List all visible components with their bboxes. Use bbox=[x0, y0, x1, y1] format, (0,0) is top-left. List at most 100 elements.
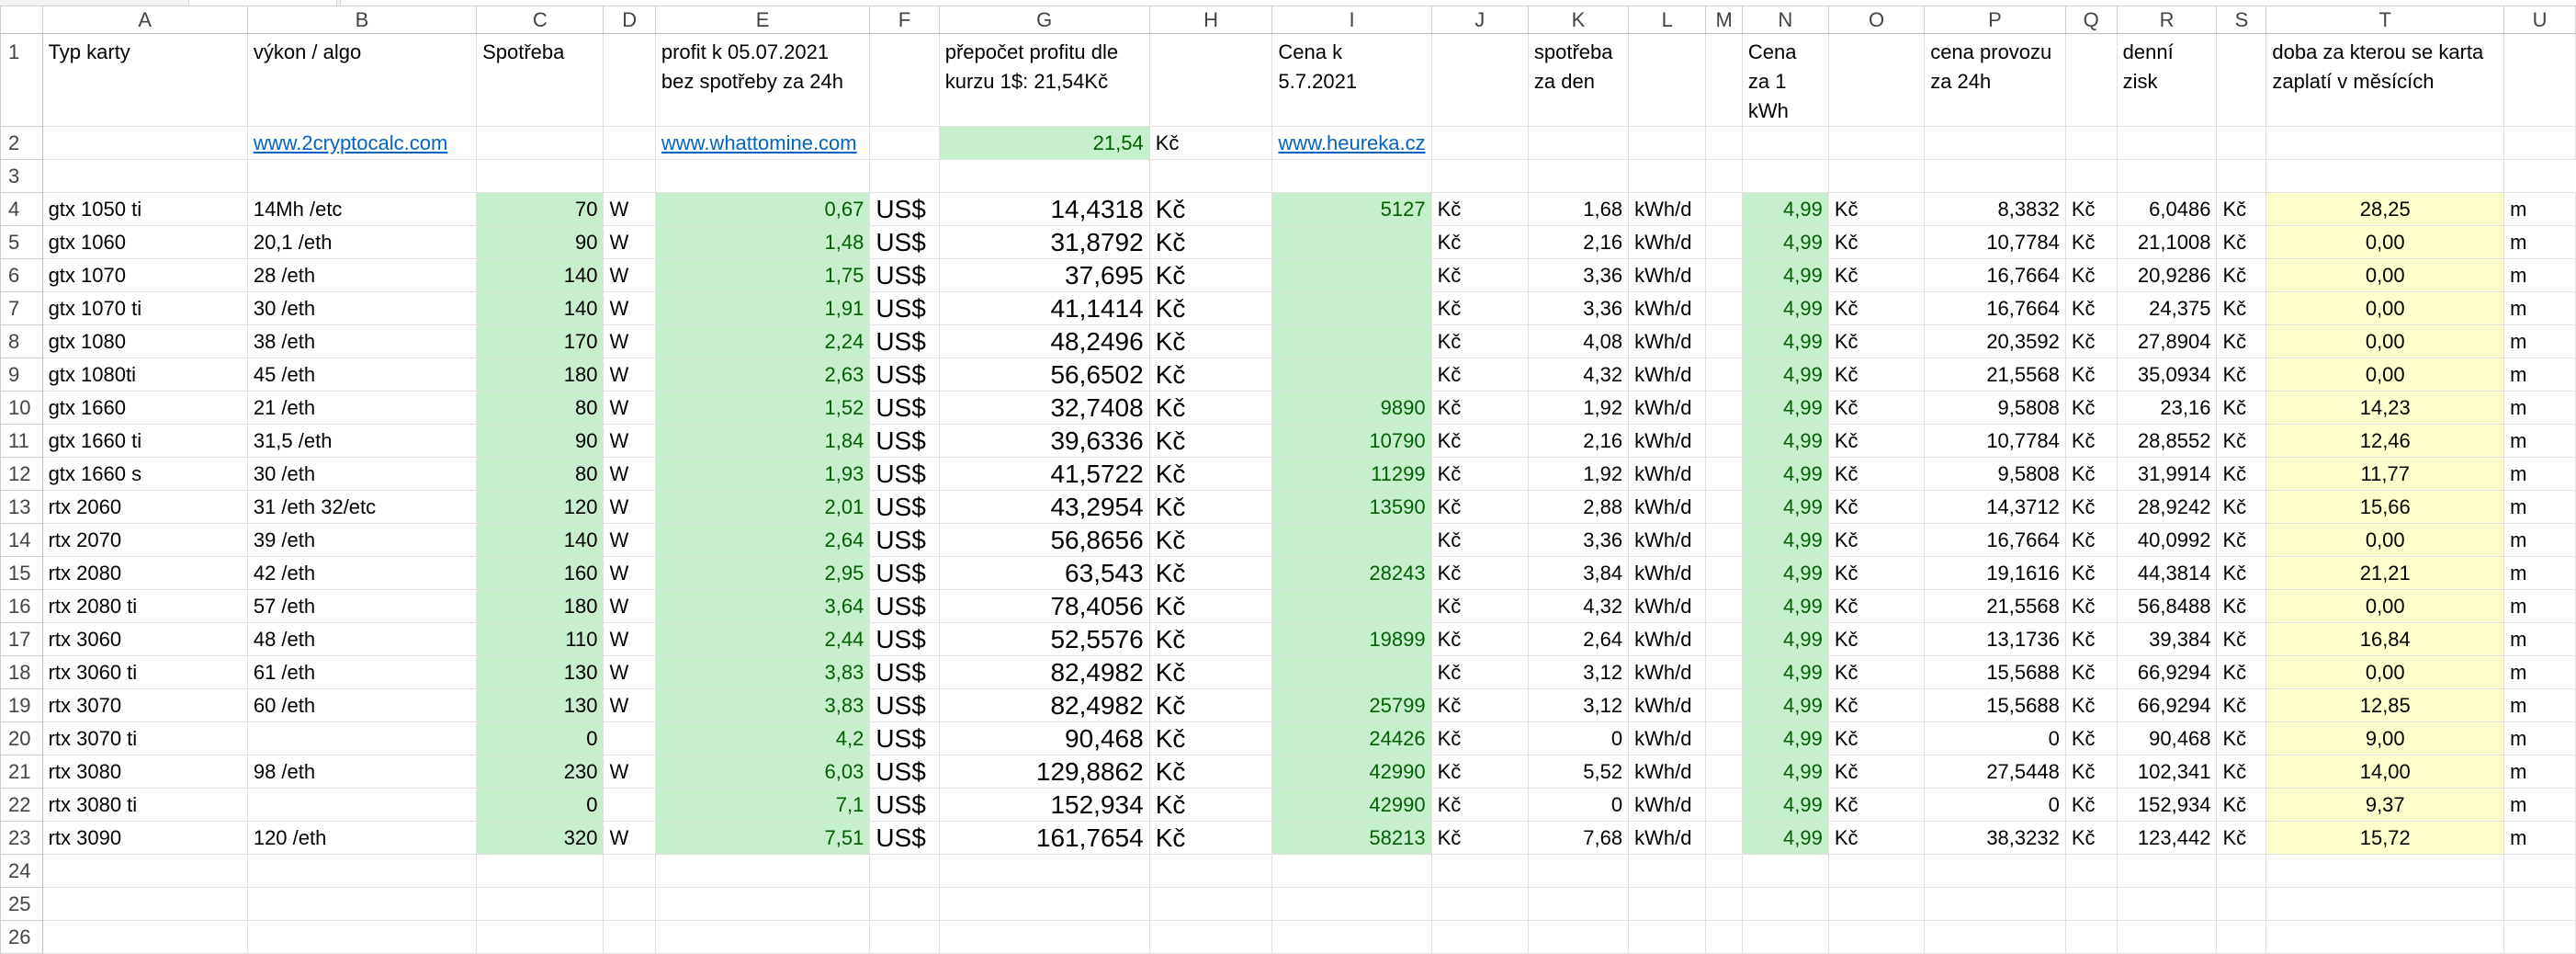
cell-daily-kwh[interactable]: 2,16 bbox=[1527, 424, 1630, 458]
cell-czk-unit[interactable]: Kč bbox=[2064, 788, 2118, 822]
cell-daily-kwh[interactable]: 4,32 bbox=[1527, 589, 1630, 623]
cell[interactable] bbox=[1741, 854, 1829, 888]
cell-czk-unit[interactable]: Kč bbox=[1827, 192, 1926, 226]
cell-kwh-price[interactable]: 4,99 bbox=[1741, 291, 1829, 325]
cell-kwh-unit[interactable]: kWh/d bbox=[1628, 424, 1707, 458]
cell-m[interactable] bbox=[1705, 523, 1743, 557]
cell-performance[interactable]: 30 /eth bbox=[246, 457, 478, 491]
cell-czk-unit[interactable]: Kč bbox=[1430, 589, 1529, 623]
cell[interactable] bbox=[1741, 887, 1829, 921]
cell-czk-unit[interactable]: Kč bbox=[1148, 523, 1273, 557]
cell[interactable] bbox=[2116, 854, 2218, 888]
cell-kwh-unit[interactable]: kWh/d bbox=[1628, 291, 1707, 325]
cell-card-price[interactable]: 9890 bbox=[1271, 391, 1432, 425]
cell-consumption[interactable]: 180 bbox=[476, 589, 604, 623]
cell-card-price[interactable]: 42990 bbox=[1271, 788, 1432, 822]
cell-daily-kwh[interactable]: 4,08 bbox=[1527, 324, 1630, 358]
cell-czk-unit[interactable]: Kč bbox=[2216, 324, 2267, 358]
cell[interactable] bbox=[1628, 854, 1707, 888]
cell-daily-profit[interactable]: 28,8552 bbox=[2116, 424, 2218, 458]
cell-profit-usd[interactable]: 2,95 bbox=[654, 556, 871, 590]
cell-czk-unit[interactable]: Kč bbox=[1148, 755, 1273, 789]
cell-profit-usd[interactable]: 6,03 bbox=[654, 755, 871, 789]
cell[interactable] bbox=[2216, 854, 2267, 888]
cell-daily-kwh[interactable]: 2,88 bbox=[1527, 490, 1630, 524]
cell-card-type[interactable]: rtx 3060 ti bbox=[41, 655, 248, 689]
cell-payback-months[interactable]: 12,46 bbox=[2265, 424, 2505, 458]
cell-u1[interactable] bbox=[2503, 33, 2576, 127]
cell[interactable] bbox=[1705, 854, 1743, 888]
cell-m[interactable] bbox=[1705, 258, 1743, 292]
row-header[interactable]: 25 bbox=[0, 887, 43, 921]
cell-czk-unit[interactable]: Kč bbox=[1148, 622, 1273, 656]
cell-performance[interactable]: 30 /eth bbox=[246, 291, 478, 325]
cell-g1-converted-profit[interactable]: přepočet profitu dle kurzu 1$: 21,54Kč bbox=[938, 33, 1150, 127]
cell[interactable] bbox=[2265, 854, 2505, 888]
cell-watt-unit[interactable]: W bbox=[603, 655, 656, 689]
column-header-k[interactable]: K bbox=[1527, 6, 1630, 34]
cell[interactable] bbox=[1430, 854, 1529, 888]
cell-kwh-price[interactable]: 4,99 bbox=[1741, 589, 1829, 623]
cell-watt-unit[interactable]: W bbox=[603, 755, 656, 789]
cell-profit-czk[interactable]: 48,2496 bbox=[938, 324, 1150, 358]
cell-profit-czk[interactable]: 82,4982 bbox=[938, 688, 1150, 722]
cell-m[interactable] bbox=[1705, 192, 1743, 226]
cell-kwh-unit[interactable]: kWh/d bbox=[1628, 556, 1707, 590]
row-header[interactable]: 6 bbox=[0, 258, 43, 292]
cell-profit-usd[interactable]: 2,63 bbox=[654, 358, 871, 392]
cell[interactable] bbox=[1827, 920, 1926, 954]
cell-t1-payback-months[interactable]: doba za kterou se karta zaplatí v měsící… bbox=[2265, 33, 2505, 127]
cell[interactable] bbox=[1271, 920, 1432, 954]
column-header-j[interactable]: J bbox=[1430, 6, 1529, 34]
cell-months-unit[interactable]: m bbox=[2503, 424, 2576, 458]
cell-czk-unit[interactable]: Kč bbox=[1430, 755, 1529, 789]
cell-daily-profit[interactable]: 44,3814 bbox=[2116, 556, 2218, 590]
cell-daily-kwh[interactable]: 7,68 bbox=[1527, 821, 1630, 855]
cell-operating-cost[interactable]: 16,7664 bbox=[1924, 258, 2066, 292]
cell-performance[interactable]: 57 /eth bbox=[246, 589, 478, 623]
cell-c1-consumption[interactable]: Spotřeba bbox=[476, 33, 604, 127]
cell-kwh-unit[interactable]: kWh/d bbox=[1628, 688, 1707, 722]
cell-card-price[interactable]: 25799 bbox=[1271, 688, 1432, 722]
cell-daily-profit[interactable]: 40,0992 bbox=[2116, 523, 2218, 557]
cell-n1-kwh-price[interactable]: Cena za 1 kWh bbox=[1741, 33, 1829, 127]
cell-kwh-unit[interactable]: kWh/d bbox=[1628, 589, 1707, 623]
cell[interactable] bbox=[1827, 887, 1926, 921]
cell-consumption[interactable]: 80 bbox=[476, 457, 604, 491]
cell-payback-months[interactable]: 0,00 bbox=[2265, 589, 2505, 623]
cell-czk-unit[interactable]: Kč bbox=[1148, 688, 1273, 722]
cell-d2[interactable] bbox=[603, 126, 656, 160]
cell-daily-profit[interactable]: 66,9294 bbox=[2116, 655, 2218, 689]
cell-czk-unit[interactable]: Kč bbox=[1430, 424, 1529, 458]
cell[interactable] bbox=[1827, 159, 1926, 193]
cell[interactable] bbox=[1924, 887, 2066, 921]
cell-kwh-price[interactable]: 4,99 bbox=[1741, 192, 1829, 226]
cell-czk-unit[interactable]: Kč bbox=[2216, 589, 2267, 623]
cell-profit-czk[interactable]: 32,7408 bbox=[938, 391, 1150, 425]
cell-watt-unit[interactable]: W bbox=[603, 358, 656, 392]
cell-performance[interactable]: 98 /eth bbox=[246, 755, 478, 789]
cell-i1-price[interactable]: Cena k 5.7.2021 bbox=[1271, 33, 1432, 127]
cell-m[interactable] bbox=[1705, 755, 1743, 789]
cell[interactable] bbox=[654, 887, 871, 921]
cell-watt-unit[interactable]: W bbox=[603, 821, 656, 855]
cell-czk-unit[interactable]: Kč bbox=[1430, 258, 1529, 292]
cell[interactable] bbox=[603, 854, 656, 888]
cell-card-price[interactable] bbox=[1271, 324, 1432, 358]
cell-months-unit[interactable]: m bbox=[2503, 457, 2576, 491]
cell-q2[interactable] bbox=[2064, 126, 2118, 160]
cell-czk-unit[interactable]: Kč bbox=[1430, 556, 1529, 590]
cell[interactable] bbox=[1741, 920, 1829, 954]
cell-czk-unit[interactable]: Kč bbox=[1148, 556, 1273, 590]
cell-profit-usd[interactable]: 2,01 bbox=[654, 490, 871, 524]
column-header-l[interactable]: L bbox=[1628, 6, 1707, 34]
cell-daily-kwh[interactable]: 0 bbox=[1527, 721, 1630, 755]
cell[interactable] bbox=[1924, 854, 2066, 888]
cell-payback-months[interactable]: 15,72 bbox=[2265, 821, 2505, 855]
row-header[interactable]: 12 bbox=[0, 457, 43, 491]
column-header-d[interactable]: D bbox=[603, 6, 656, 34]
cell-consumption[interactable]: 90 bbox=[476, 225, 604, 259]
cell-months-unit[interactable]: m bbox=[2503, 755, 2576, 789]
cell-daily-profit[interactable]: 31,9914 bbox=[2116, 457, 2218, 491]
cell-czk-unit[interactable]: Kč bbox=[1827, 258, 1926, 292]
